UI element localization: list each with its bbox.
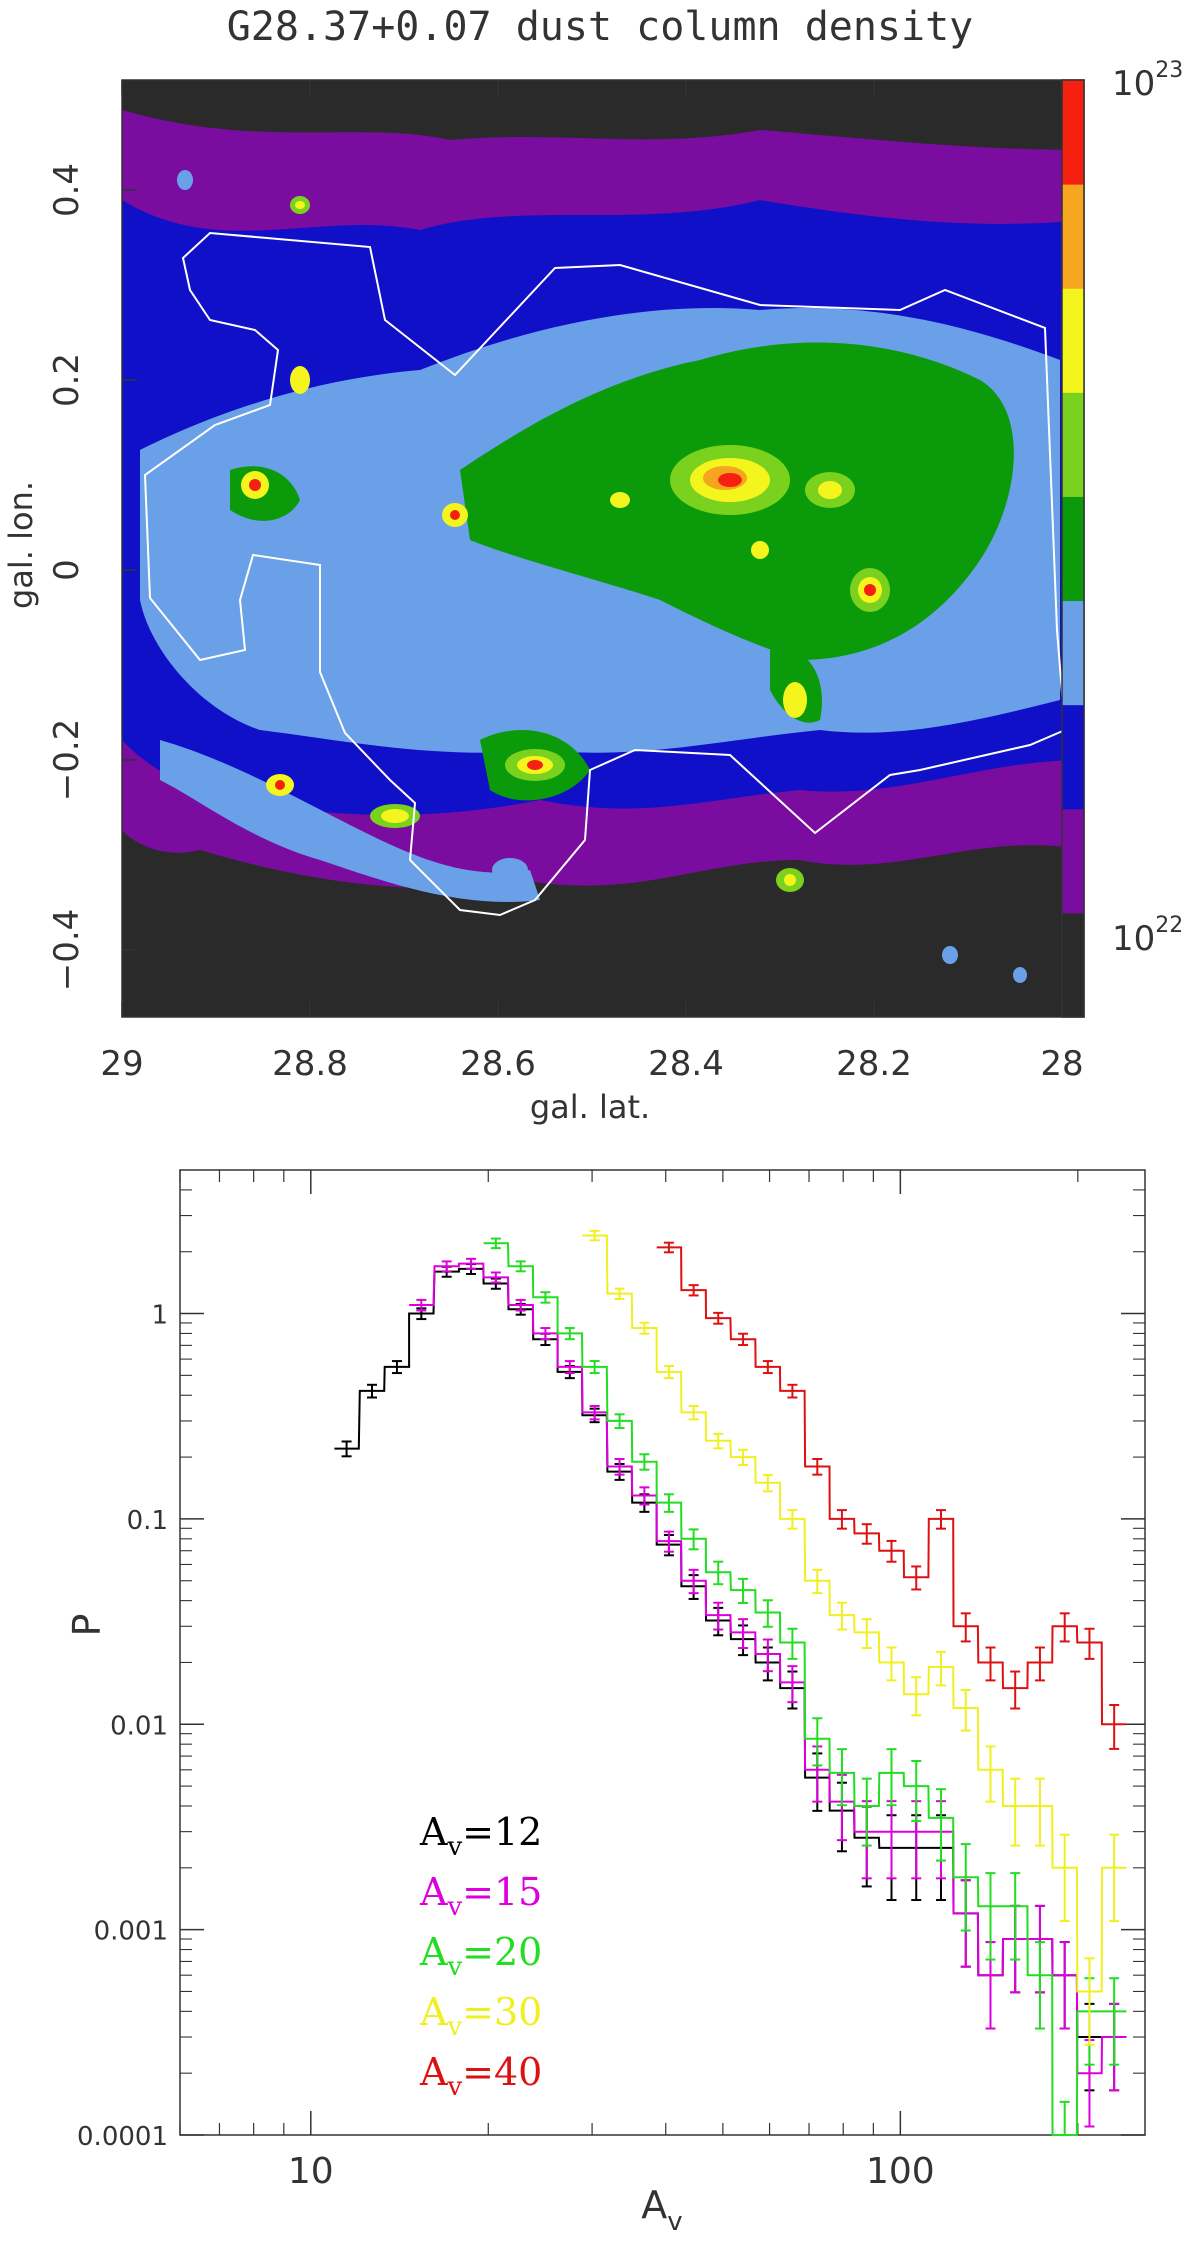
colorbar-segment xyxy=(1062,80,1084,185)
colorbar-segment xyxy=(1062,912,1084,1018)
map-y-tick-label: −0.4 xyxy=(47,909,87,992)
map-x-tick-label: 28 xyxy=(1040,1044,1083,1084)
map-y-label: gal. lon. xyxy=(2,481,40,609)
y-tick-label: 0.0001 xyxy=(77,2122,168,2152)
hist-series xyxy=(334,1229,1127,2136)
map-y-tick-label: −0.2 xyxy=(47,719,87,802)
colorbar-segment xyxy=(1062,704,1084,810)
colorbar-segment xyxy=(1062,808,1084,914)
column-density-map: 1023 1022 29 28.8 28.6 28.4 28.2 28 0.4 0.2 0 −0… xyxy=(2,58,1183,1126)
y-tick-label: 0.1 xyxy=(127,1506,168,1536)
series-av-40 xyxy=(656,1241,1127,1750)
hist-frame xyxy=(179,1169,1146,2136)
map-y-tick-label: 0 xyxy=(47,559,87,581)
map-x-tick-label: 28.4 xyxy=(648,1044,724,1084)
series-av-20 xyxy=(483,1237,1127,2136)
map-y-tick-label: 0.4 xyxy=(47,163,87,217)
pdf-histogram: 10 100 1 0.1 0.01 0.001 0.0001 Av=12 Av=15 Av=20… xyxy=(65,1169,1146,2237)
y-tick-label: 0.001 xyxy=(94,1917,168,1947)
map-image xyxy=(122,80,1084,1017)
map-x-ticks: 29 28.8 28.6 28.4 28.2 28 xyxy=(100,80,1084,1084)
hist-y-label: P xyxy=(65,1614,109,1637)
legend: Av=12 Av=15 Av=20 Av=30 Av=40 xyxy=(419,1810,542,2102)
legend-entry: Av=20 xyxy=(419,1930,542,1982)
series-steps xyxy=(582,1234,1127,1993)
colorbar-segment xyxy=(1062,184,1084,289)
colorbar-top-label: 1023 xyxy=(1112,58,1183,104)
map-title: G28.37+0.07 dust column density xyxy=(227,4,974,50)
map-x-tick-label: 29 xyxy=(100,1044,143,1084)
colorbar-segment xyxy=(1062,288,1084,393)
colorbar-frame xyxy=(1061,79,1085,1018)
hist-ticks: 10 100 1 0.1 0.01 0.001 0.0001 xyxy=(77,1170,1145,2192)
colorbar-segment xyxy=(1062,392,1084,497)
colorbar-segment xyxy=(1062,600,1084,706)
x-tick-label: 100 xyxy=(866,2151,935,2192)
map-x-tick-label: 28.6 xyxy=(460,1044,536,1084)
legend-entry: Av=40 xyxy=(419,2050,542,2102)
y-tick-label: 0.01 xyxy=(110,1711,168,1741)
colorbar-bottom-label: 1022 xyxy=(1112,913,1183,959)
y-tick-label: 1 xyxy=(151,1301,168,1331)
legend-entry: Av=15 xyxy=(419,1870,542,1922)
legend-entry: Av=12 xyxy=(419,1810,542,1862)
x-tick-label: 10 xyxy=(288,2151,334,2192)
colorbar xyxy=(1061,79,1085,1018)
map-y-ticks: 0.4 0.2 0 −0.2 −0.4 xyxy=(47,163,137,991)
map-x-tick-label: 28.8 xyxy=(272,1044,348,1084)
region-outline xyxy=(143,231,1067,917)
legend-entry: Av=30 xyxy=(419,1990,542,2042)
colorbar-segment xyxy=(1062,496,1084,602)
series-av-30 xyxy=(582,1229,1127,2046)
map-y-tick-label: 0.2 xyxy=(47,353,87,407)
map-x-tick-label: 28.2 xyxy=(836,1044,912,1084)
series-steps xyxy=(483,1242,1127,2136)
hist-x-label: Av xyxy=(641,2183,682,2237)
map-x-label: gal. lat. xyxy=(530,1088,650,1126)
